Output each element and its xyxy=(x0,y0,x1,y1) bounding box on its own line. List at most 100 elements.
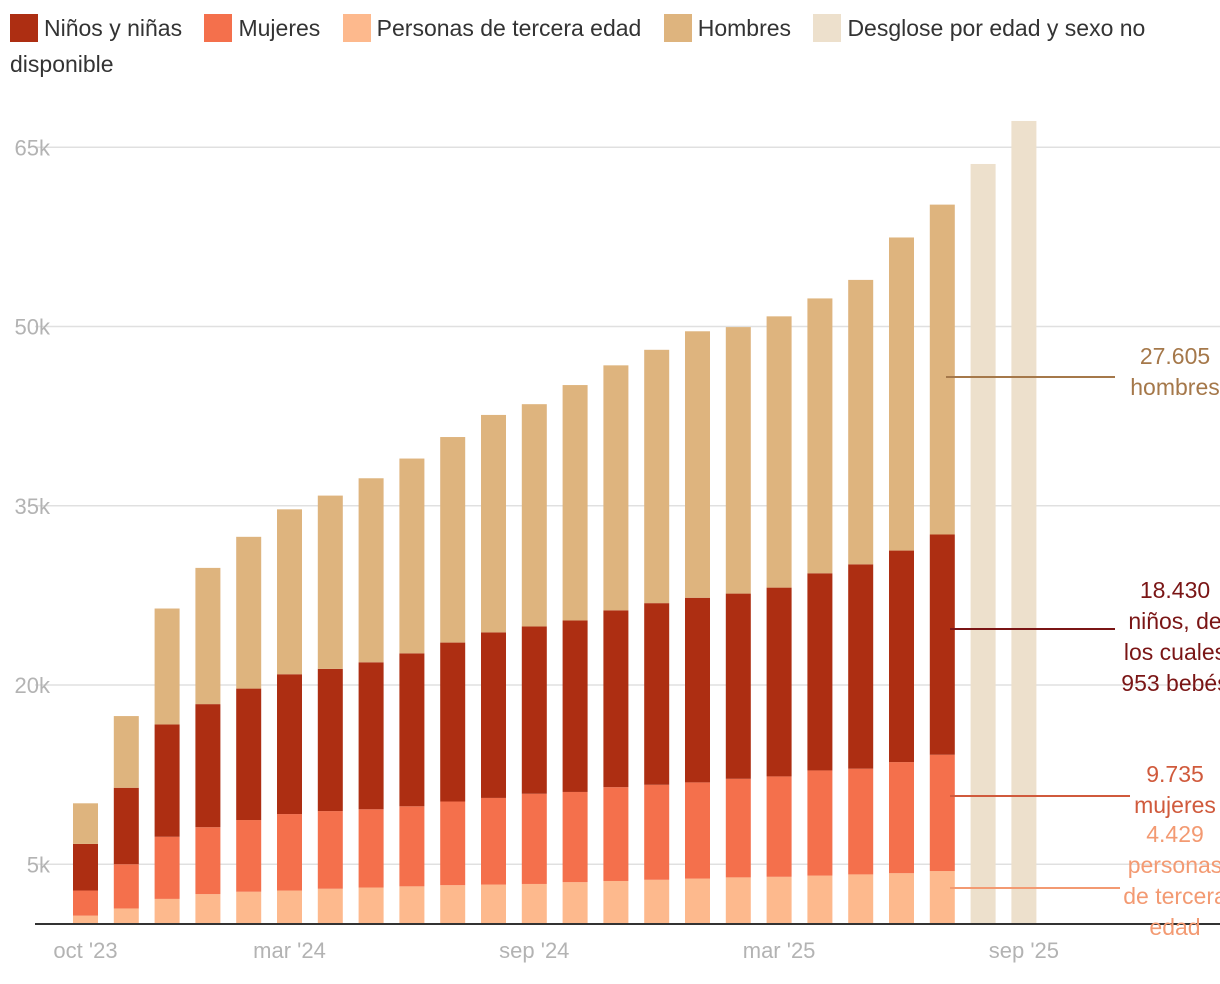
bar-segment-ninos[interactable] xyxy=(848,564,874,769)
bar-segment-tercera_edad[interactable] xyxy=(195,894,221,924)
bar-segment-tercera_edad[interactable] xyxy=(889,873,914,924)
bar-segment-ninos[interactable] xyxy=(644,603,670,785)
bar-segment-mujeres[interactable] xyxy=(481,797,506,885)
bar-segment-hombres[interactable] xyxy=(644,349,670,604)
bar-segment-hombres[interactable] xyxy=(236,536,262,689)
bar-segment-ninos[interactable] xyxy=(317,668,343,812)
legend-item-mujeres[interactable]: Mujeres xyxy=(204,10,320,46)
bar-segment-mujeres[interactable] xyxy=(807,770,833,876)
bar-segment-ninos[interactable] xyxy=(236,688,262,821)
bar-segment-mujeres[interactable] xyxy=(73,890,98,916)
bar-segment-ninos[interactable] xyxy=(929,534,955,755)
bar-segment-hombres[interactable] xyxy=(399,458,425,654)
legend-swatch-mujeres xyxy=(204,14,233,42)
bar-segment-tercera_edad[interactable] xyxy=(521,883,547,924)
bar-segment-mujeres[interactable] xyxy=(399,806,425,887)
bar-segment-hombres[interactable] xyxy=(725,327,751,594)
bar-segment-hombres[interactable] xyxy=(73,803,98,844)
bar-segment-tercera_edad[interactable] xyxy=(848,874,874,924)
bar-segment-tercera_edad[interactable] xyxy=(440,885,466,924)
bar-segment-ninos[interactable] xyxy=(440,642,466,802)
bar-segment-tercera_edad[interactable] xyxy=(685,878,710,924)
bar-segment-hombres[interactable] xyxy=(562,385,588,621)
bar-segment-tercera_edad[interactable] xyxy=(807,875,833,924)
bar-segment-tercera_edad[interactable] xyxy=(766,876,792,924)
bar-segment-hombres[interactable] xyxy=(807,298,833,574)
bar-segment-ninos[interactable] xyxy=(603,610,629,788)
bar-segment-mujeres[interactable] xyxy=(113,864,139,909)
bar-segment-ninos[interactable] xyxy=(685,597,710,783)
bar-segment-mujeres[interactable] xyxy=(685,782,710,879)
bar-segment-ninos[interactable] xyxy=(889,550,914,763)
bar-segment-hombres[interactable] xyxy=(603,365,629,611)
bar-segment-mujeres[interactable] xyxy=(929,754,955,872)
bar-segment-hombres[interactable] xyxy=(521,404,547,627)
bar-segment-ninos[interactable] xyxy=(766,587,792,777)
bar-segment-tercera_edad[interactable] xyxy=(358,887,384,924)
bar-segment-ninos[interactable] xyxy=(73,843,98,891)
bar-segment-desglose[interactable] xyxy=(1011,120,1037,924)
bar-segment-tercera_edad[interactable] xyxy=(725,877,751,924)
bar-segment-tercera_edad[interactable] xyxy=(317,888,343,924)
bar-segment-tercera_edad[interactable] xyxy=(562,882,588,924)
bar-segment-hombres[interactable] xyxy=(766,316,792,588)
bar-segment-ninos[interactable] xyxy=(277,674,302,815)
bar-segment-tercera_edad[interactable] xyxy=(603,880,629,924)
legend-item-ninos[interactable]: Niños y niñas xyxy=(10,10,182,46)
bar-segment-mujeres[interactable] xyxy=(236,820,262,892)
bar-segment-tercera_edad[interactable] xyxy=(481,884,506,924)
annotation-text-tercera_edad: de tercera xyxy=(1123,883,1220,909)
bar-segment-ninos[interactable] xyxy=(154,724,180,837)
bar-segment-hombres[interactable] xyxy=(195,567,221,705)
bar-segment-hombres[interactable] xyxy=(481,414,506,633)
bar-segment-tercera_edad[interactable] xyxy=(399,886,425,924)
bar-segment-hombres[interactable] xyxy=(929,204,955,535)
bar-segment-mujeres[interactable] xyxy=(848,768,874,875)
bar-segment-mujeres[interactable] xyxy=(725,778,751,878)
bar-segment-mujeres[interactable] xyxy=(562,791,588,883)
bar-segment-ninos[interactable] xyxy=(807,573,833,771)
bar-segment-mujeres[interactable] xyxy=(603,787,629,881)
legend-item-desglose[interactable]: Desglose por edad y sexo no disponible xyxy=(10,14,1145,77)
bar-segment-hombres[interactable] xyxy=(440,437,466,643)
bar-segment-mujeres[interactable] xyxy=(766,776,792,877)
bar-segment-desglose[interactable] xyxy=(970,163,996,925)
bar-segment-tercera_edad[interactable] xyxy=(236,891,262,924)
bar-segment-hombres[interactable] xyxy=(685,331,710,598)
bar-segment-tercera_edad[interactable] xyxy=(644,879,670,924)
bar-segment-tercera_edad[interactable] xyxy=(113,908,139,924)
bar-segment-mujeres[interactable] xyxy=(277,814,302,891)
bar-segment-ninos[interactable] xyxy=(481,632,506,798)
bar-segment-mujeres[interactable] xyxy=(195,827,221,895)
bars xyxy=(73,120,1037,925)
bar-segment-ninos[interactable] xyxy=(521,626,547,794)
bar-segment-hombres[interactable] xyxy=(317,495,343,669)
bar-segment-tercera_edad[interactable] xyxy=(929,871,955,924)
bar-segment-hombres[interactable] xyxy=(848,279,874,565)
bar-segment-ninos[interactable] xyxy=(725,593,751,779)
bar-segment-tercera_edad[interactable] xyxy=(73,915,98,924)
bar-segment-ninos[interactable] xyxy=(195,704,221,828)
legend-label: Niños y niñas xyxy=(44,15,183,41)
bar-segment-hombres[interactable] xyxy=(113,716,139,788)
bar-segment-mujeres[interactable] xyxy=(440,801,466,886)
bar-segment-tercera_edad[interactable] xyxy=(154,898,180,924)
bar-segment-mujeres[interactable] xyxy=(317,811,343,889)
bar-segment-ninos[interactable] xyxy=(113,787,139,865)
bar-segment-mujeres[interactable] xyxy=(521,793,547,884)
bar-segment-ninos[interactable] xyxy=(358,662,384,810)
bar-segment-hombres[interactable] xyxy=(889,237,914,551)
bar-segment-mujeres[interactable] xyxy=(154,836,180,899)
x-tick-label: oct '23 xyxy=(53,938,117,963)
bar-segment-hombres[interactable] xyxy=(154,608,180,725)
bar-segment-mujeres[interactable] xyxy=(889,762,914,874)
legend-item-tercera-edad[interactable]: Personas de tercera edad xyxy=(342,10,641,46)
bar-segment-mujeres[interactable] xyxy=(358,809,384,888)
legend-item-hombres[interactable]: Hombres xyxy=(663,10,791,46)
bar-segment-ninos[interactable] xyxy=(399,653,425,807)
bar-segment-hombres[interactable] xyxy=(277,509,302,675)
bar-segment-ninos[interactable] xyxy=(562,620,588,792)
bar-segment-mujeres[interactable] xyxy=(644,784,670,880)
bar-segment-hombres[interactable] xyxy=(358,478,384,663)
bar-segment-tercera_edad[interactable] xyxy=(277,890,302,924)
